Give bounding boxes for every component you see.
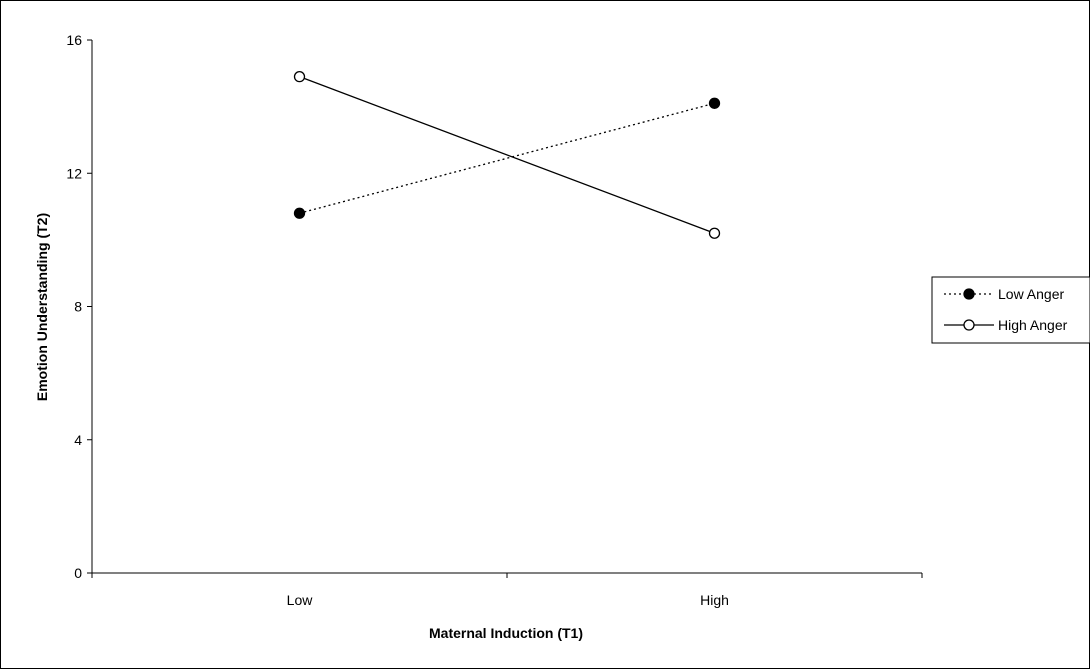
y-tick-label: 12 [66,165,82,181]
legend: Low Anger High Anger [931,276,1090,344]
series-line [299,76,715,234]
data-point [293,207,306,219]
data-point [293,70,306,83]
legend-swatch-marker [963,288,975,300]
legend-entry: High Anger [944,317,1068,333]
y-tick-label: 8 [74,299,82,315]
legend-box [931,276,1090,344]
y-tick-label: 4 [74,432,82,448]
y-tick-label: 16 [66,32,82,48]
legend-swatch-marker [963,319,975,331]
x-axis-title: Maternal Induction (T1) [429,625,583,641]
axes: 0 4 8 12 16 Low High [66,32,923,608]
series-layer [293,70,721,239]
series-high-anger [293,70,721,239]
legend-label: Low Anger [998,286,1064,302]
legend-entry: Low Anger [944,286,1064,302]
series-line [299,102,715,214]
x-tick-label: High [700,592,729,608]
data-point [708,97,721,109]
y-tick-label: 0 [74,565,82,581]
x-tick-label: Low [287,592,314,608]
legend-label: High Anger [998,317,1068,333]
series-low-anger [293,97,721,219]
y-axis-title: Emotion Understanding (T2) [34,213,50,401]
data-point [708,227,721,239]
